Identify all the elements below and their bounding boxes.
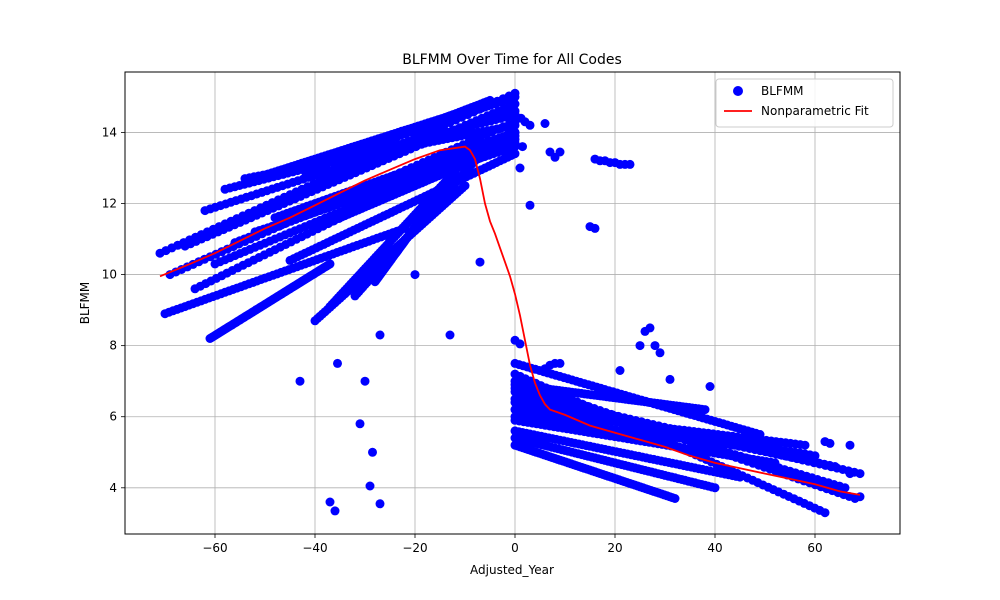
scatter-point: [645, 323, 655, 333]
scatter-point: [735, 472, 745, 482]
x-tick-label: 60: [807, 541, 822, 555]
scatter-point: [475, 257, 485, 267]
legend-label-blfmm: BLFMM: [761, 84, 804, 98]
legend-marker-blfmm: [733, 86, 743, 96]
y-axis-label: BLFMM: [78, 282, 92, 325]
scatter-point: [625, 159, 635, 169]
scatter-point: [590, 223, 600, 233]
scatter-point: [825, 438, 835, 448]
x-tick-label: −60: [202, 541, 227, 555]
legend-box: [715, 78, 894, 128]
scatter-point: [655, 348, 665, 358]
scatter-point: [820, 508, 830, 518]
scatter-point: [410, 270, 420, 280]
scatter-point: [510, 120, 520, 130]
scatter-point: [460, 181, 470, 191]
scatter-point: [650, 341, 660, 351]
x-tick-label: 20: [607, 541, 622, 555]
scatter-point: [450, 167, 460, 176]
scatter-point: [325, 497, 335, 507]
y-tick-label: 6: [109, 410, 117, 424]
scatter-point: [355, 419, 365, 429]
scatter-point: [525, 200, 535, 210]
x-tick-label: 0: [511, 541, 519, 555]
nonparametric-fit-line: [159, 145, 861, 496]
scatter-point: [295, 376, 305, 386]
x-tick-label: 40: [707, 541, 722, 555]
scatter-point: [785, 447, 795, 457]
scatter-point: [555, 147, 565, 157]
y-tick-label: 10: [102, 268, 117, 282]
scatter-point: [700, 405, 710, 415]
scatter-point: [365, 481, 375, 491]
plot-frame: [124, 71, 901, 535]
scatter-point: [330, 506, 340, 516]
scatter-point: [840, 483, 850, 493]
scatter-point: [516, 113, 526, 123]
scatter-point: [445, 330, 455, 340]
scatter-point: [705, 382, 715, 391]
scatter-point: [333, 358, 342, 368]
scatter-point: [615, 366, 625, 375]
scatter-point: [510, 92, 520, 102]
scatter-point: [770, 458, 780, 468]
scatter-point: [755, 430, 765, 439]
scatter-point: [375, 499, 385, 509]
fit-line-series: [159, 145, 861, 496]
y-tick-label: 8: [109, 339, 117, 353]
scatter-point: [518, 142, 527, 152]
y-tick-label: 12: [102, 196, 117, 210]
y-tick-label: 4: [109, 481, 117, 495]
scatter-point: [830, 462, 840, 471]
scatter-point: [670, 494, 680, 503]
scatter-point: [360, 376, 370, 386]
scatter-point: [515, 339, 525, 349]
axis-ticks: −60 −40 −20 0 20 40 60 4 6 8 10 12 14: [102, 125, 823, 555]
scatter-point: [515, 163, 525, 173]
chart-title: BLFMM Over Time for All Codes: [402, 52, 622, 68]
scatter-point: [510, 127, 520, 137]
scatter-point: [845, 440, 855, 450]
x-tick-label: −40: [302, 541, 327, 555]
legend: BLFMM Nonparametric Fit: [715, 78, 894, 128]
scatter-point: [325, 259, 335, 269]
x-axis-label: Adjusted_Year: [470, 563, 554, 577]
scatter-series: [155, 88, 865, 518]
scatter-point: [555, 358, 565, 368]
scatter-point: [510, 138, 520, 148]
scatter-point: [368, 447, 377, 457]
scatter-point: [810, 451, 820, 461]
scatter-point: [540, 119, 550, 128]
scatter-point: [800, 440, 810, 450]
scatter-point: [635, 341, 645, 351]
scatter-point: [435, 188, 445, 198]
x-tick-label: −20: [402, 541, 427, 555]
scatter-point: [665, 374, 675, 384]
scatter-point: [845, 469, 855, 479]
scatter-point: [525, 120, 535, 130]
scatter-point: [710, 483, 720, 493]
y-tick-label: 14: [102, 125, 117, 139]
scatter-point: [855, 469, 865, 479]
scatter-point: [510, 149, 520, 159]
legend-label-fit: Nonparametric Fit: [761, 104, 869, 118]
scatter-point: [375, 330, 385, 340]
